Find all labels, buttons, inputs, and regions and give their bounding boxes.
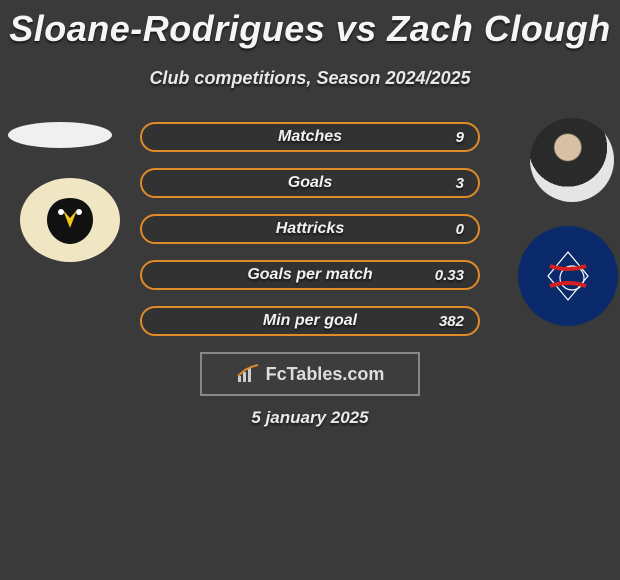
club-badge-left: [20, 178, 120, 262]
chart-icon: [236, 364, 260, 384]
adelaide-icon: [528, 236, 608, 316]
stat-value: 0: [456, 221, 464, 238]
stat-value: 0.33: [435, 267, 464, 284]
stat-row: Matches 9: [140, 122, 480, 152]
stat-label: Goals per match: [247, 266, 372, 284]
stat-label: Matches: [278, 128, 342, 146]
stat-label: Hattricks: [276, 220, 344, 238]
page-title: Sloane-Rodrigues vs Zach Clough: [0, 0, 620, 50]
watermark-text: FcTables.com: [266, 364, 385, 385]
stat-row: Goals 3: [140, 168, 480, 198]
player-left-avatar: [8, 122, 112, 148]
stat-label: Min per goal: [263, 312, 357, 330]
subtitle: Club competitions, Season 2024/2025: [0, 68, 620, 89]
date-text: 5 january 2025: [0, 408, 620, 428]
stat-row: Hattricks 0: [140, 214, 480, 244]
stat-label: Goals: [288, 174, 332, 192]
player-right-avatar: [530, 118, 614, 202]
stats-list: Matches 9 Goals 3 Hattricks 0 Goals per …: [140, 122, 480, 352]
club-badge-right: [518, 226, 618, 326]
stat-row: Min per goal 382: [140, 306, 480, 336]
stat-value: 3: [456, 175, 464, 192]
watermark-box: FcTables.com: [200, 352, 420, 396]
stat-value: 382: [439, 313, 464, 330]
stat-value: 9: [456, 129, 464, 146]
stat-row: Goals per match 0.33: [140, 260, 480, 290]
phoenix-icon: [35, 190, 105, 250]
